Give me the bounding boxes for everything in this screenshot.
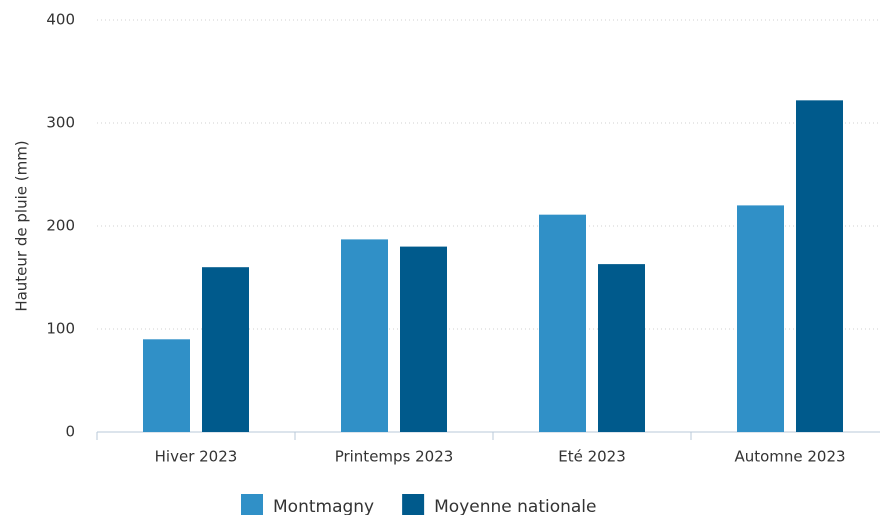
y-tick-label: 0 — [65, 423, 75, 441]
y-tick-label: 300 — [46, 114, 75, 132]
bar — [341, 239, 388, 432]
bar — [796, 100, 843, 432]
legend-swatch — [241, 494, 263, 515]
bar — [143, 339, 190, 432]
y-tick-label: 400 — [46, 11, 75, 29]
bar — [737, 205, 784, 432]
bar — [400, 246, 447, 432]
y-axis-label: Hauteur de pluie (mm) — [13, 140, 31, 311]
x-tick-label: Automne 2023 — [734, 448, 845, 466]
legend-label: Moyenne nationale — [434, 497, 596, 515]
x-tick-label: Hiver 2023 — [155, 448, 238, 466]
x-tick-label: Printemps 2023 — [335, 448, 454, 466]
legend-swatch — [402, 494, 425, 515]
y-tick-label: 100 — [46, 320, 75, 338]
bar — [539, 214, 586, 432]
y-tick-label: 200 — [46, 217, 75, 235]
legend-label: Montmagny — [273, 497, 374, 515]
bar — [598, 264, 645, 432]
x-tick-label: Eté 2023 — [558, 448, 626, 466]
bar — [202, 267, 249, 432]
